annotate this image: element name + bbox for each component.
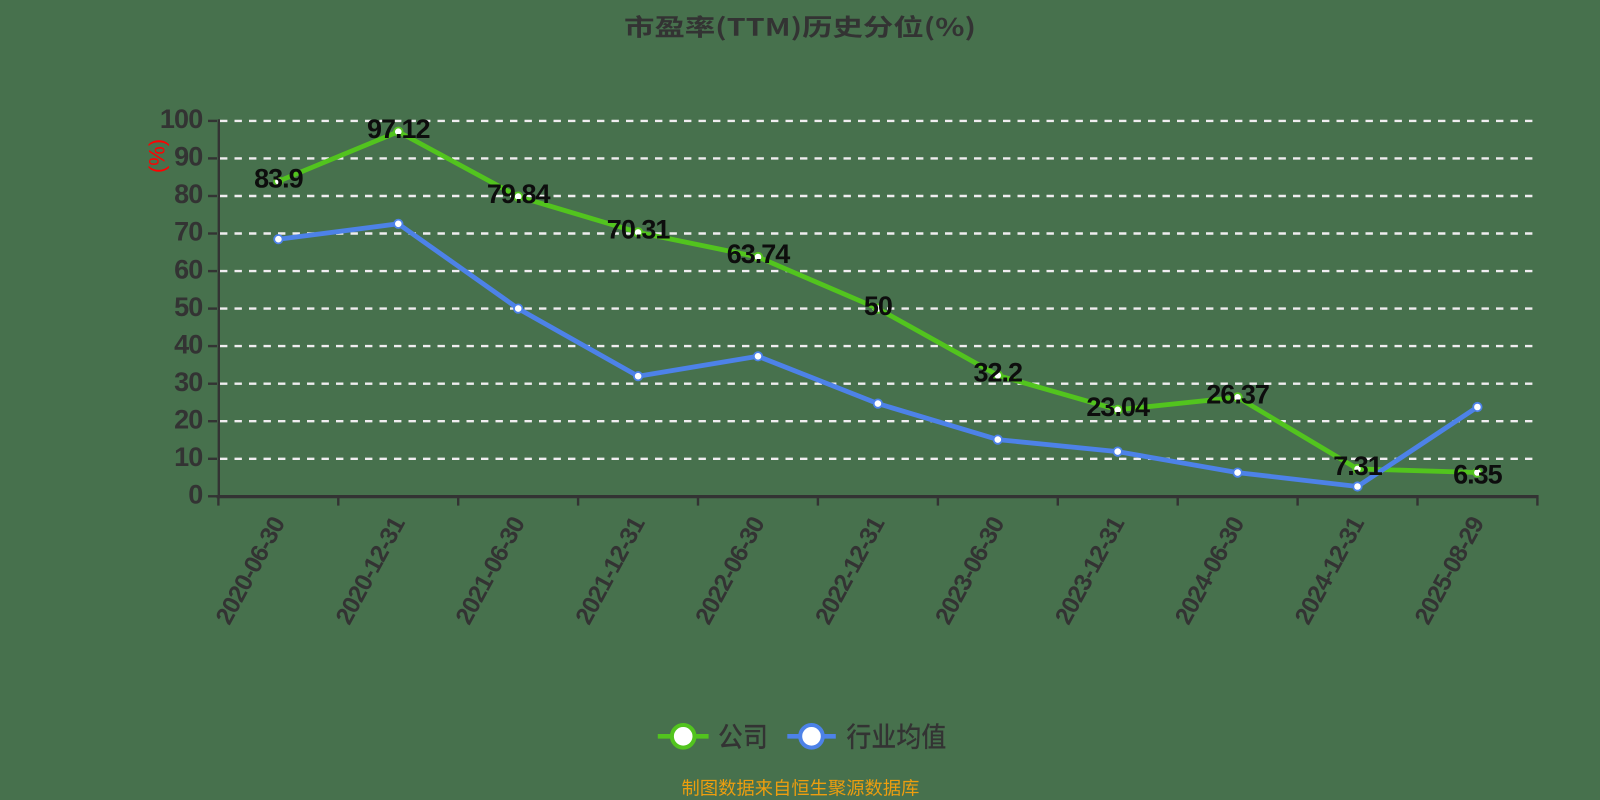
svg-text:(%): (%) xyxy=(145,139,170,173)
svg-text:79.84: 79.84 xyxy=(487,179,551,209)
svg-text:63.74: 63.74 xyxy=(727,239,791,269)
svg-text:50: 50 xyxy=(864,291,892,321)
svg-text:80: 80 xyxy=(174,179,202,209)
svg-text:7.31: 7.31 xyxy=(1333,451,1383,481)
svg-text:30: 30 xyxy=(174,367,202,397)
svg-text:60: 60 xyxy=(174,254,202,284)
svg-text:20: 20 xyxy=(174,404,202,434)
svg-text:70: 70 xyxy=(174,217,202,247)
svg-text:26.37: 26.37 xyxy=(1206,380,1269,410)
svg-text:6.35: 6.35 xyxy=(1453,460,1503,490)
svg-text:0: 0 xyxy=(188,480,202,510)
svg-text:90: 90 xyxy=(174,142,202,172)
svg-text:97.12: 97.12 xyxy=(367,114,430,144)
svg-text:23.04: 23.04 xyxy=(1086,392,1150,422)
svg-text:32.2: 32.2 xyxy=(974,358,1023,388)
svg-text:40: 40 xyxy=(174,329,202,359)
svg-text:83.9: 83.9 xyxy=(254,164,304,194)
svg-text:100: 100 xyxy=(160,104,203,134)
svg-text:50: 50 xyxy=(174,292,202,322)
svg-text:10: 10 xyxy=(174,442,202,472)
svg-text:70.31: 70.31 xyxy=(607,215,671,245)
